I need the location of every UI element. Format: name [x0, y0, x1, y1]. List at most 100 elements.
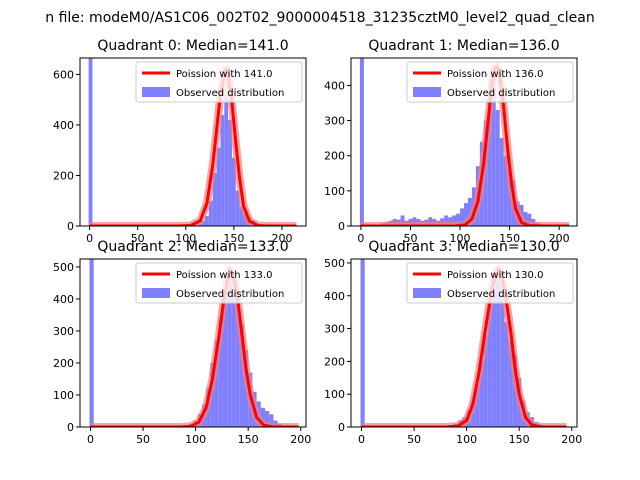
histogram-bar	[227, 267, 232, 427]
histogram-bar	[235, 299, 240, 427]
x-tick-label: 0	[358, 433, 365, 446]
histogram-bar	[479, 361, 484, 427]
x-tick-label: 100	[185, 433, 206, 446]
histogram-bar	[220, 114, 225, 226]
y-tick-label: 500	[324, 257, 345, 270]
histogram-bar	[448, 217, 453, 226]
x-tick-label: 0	[357, 232, 364, 245]
histogram-bar	[88, 58, 93, 226]
figure-suptitle: n file: modeM0/AS1C06_002T02_9000004518_…	[45, 10, 594, 26]
histogram-bar	[503, 155, 508, 226]
histogram-bar	[527, 213, 532, 226]
y-tick-label: 500	[53, 261, 74, 274]
legend: Poission with 133.0 Observed distribution	[135, 262, 303, 304]
histogram-bar	[228, 119, 232, 226]
y-tick-label: 400	[53, 293, 74, 306]
histogram-bar	[208, 200, 213, 226]
histogram-bar	[452, 215, 457, 226]
x-tick-label: 150	[499, 232, 520, 245]
histogram-bar	[269, 414, 274, 427]
y-tick-label: 400	[324, 79, 345, 92]
histogram-bar	[496, 266, 501, 427]
x-tick-label: 150	[223, 232, 244, 245]
chart-panel-2: 0 50 100 150 200 0 100 200 300 400 500 Quadrant 2: …	[53, 239, 311, 446]
y-tick-label: 300	[53, 325, 74, 338]
legend-label-observed: Observed distribution	[176, 289, 284, 300]
histogram-bar	[260, 407, 266, 427]
histogram-bar	[89, 259, 94, 427]
y-tick-label: 0	[338, 220, 345, 233]
histogram-bar	[265, 411, 270, 427]
y-tick-label: 0	[67, 220, 74, 233]
y-tick-label: 100	[53, 389, 74, 402]
histogram-bar	[504, 322, 509, 427]
legend-label-fit: Poission with 133.0	[176, 270, 272, 281]
histogram-bar	[508, 341, 513, 427]
histogram-bar	[359, 58, 364, 226]
histogram-bar	[231, 157, 236, 226]
legend-box	[406, 61, 574, 103]
x-tick-label: 0	[86, 232, 93, 245]
histogram-bar	[500, 289, 505, 427]
histogram-bar	[218, 318, 223, 427]
legend-bar-swatch	[142, 87, 170, 97]
histogram-bar	[412, 217, 417, 226]
panel-title: Quadrant 1: Median=136.0	[368, 38, 559, 54]
y-tick-label: 0	[338, 421, 345, 434]
histogram-bar	[222, 289, 228, 427]
x-tick-label: 200	[271, 232, 292, 245]
legend: Poission with 130.0 Observed distribution	[406, 262, 574, 304]
legend-bar-swatch	[142, 288, 170, 298]
histogram-bar	[212, 172, 217, 226]
x-tick-label: 100	[450, 232, 471, 245]
histogram-bar	[491, 74, 496, 226]
histogram-bar	[428, 217, 433, 226]
y-tick-label: 200	[53, 169, 74, 182]
histogram-bar	[460, 208, 464, 226]
axes-frame	[79, 258, 307, 428]
legend-bar-swatch	[413, 288, 441, 298]
histogram-bar	[400, 215, 405, 226]
x-tick-label: 150	[238, 433, 259, 446]
histogram-bar	[507, 169, 512, 226]
histogram-bar	[216, 147, 221, 226]
legend-label-observed: Observed distribution	[447, 289, 555, 300]
y-tick-label: 400	[324, 290, 345, 303]
legend-label-fit: Poission with 136.0	[447, 69, 543, 80]
legend-label-observed: Observed distribution	[176, 88, 284, 99]
y-tick-label: 300	[324, 323, 345, 336]
legend-box	[135, 262, 303, 304]
y-tick-label: 100	[324, 388, 345, 401]
histogram-bar	[499, 138, 504, 226]
y-tick-label: 0	[67, 421, 74, 434]
y-tick-label: 200	[53, 357, 74, 370]
histogram-bar	[235, 190, 240, 226]
y-tick-label: 400	[53, 119, 74, 132]
legend-label-fit: Poission with 130.0	[447, 270, 543, 281]
histogram-bar	[491, 279, 497, 427]
histogram-bar	[205, 215, 209, 226]
histogram-bar	[239, 324, 244, 427]
panel-title: Quadrant 0: Median=141.0	[97, 38, 288, 54]
legend-label-fit: Poission with 141.0	[176, 69, 272, 80]
chart-panel-0: 0 50 100 150 200 0 200 400 600 Quadrant 0: Median…	[53, 38, 307, 245]
legend: Poission with 136.0 Observed distribution	[406, 61, 574, 103]
x-tick-label: 100	[456, 433, 477, 446]
histogram-bar	[495, 110, 500, 226]
x-tick-label: 50	[131, 232, 145, 245]
histogram-bar	[360, 259, 365, 427]
y-tick-label: 200	[324, 355, 345, 368]
x-tick-label: 200	[561, 433, 582, 446]
x-tick-label: 0	[87, 433, 94, 446]
x-tick-label: 200	[290, 433, 311, 446]
histogram-bar	[467, 197, 472, 226]
y-tick-label: 300	[324, 115, 345, 128]
y-tick-label: 100	[324, 185, 345, 198]
axes-frame	[79, 57, 307, 227]
histogram-bar	[214, 340, 219, 427]
y-tick-label: 200	[324, 150, 345, 163]
chart-panel-3: 0 50 100 150 200 0 100 200 300 400 500 Quadrant 3: …	[324, 239, 582, 446]
legend-box	[406, 262, 574, 304]
x-tick-label: 150	[509, 433, 530, 446]
